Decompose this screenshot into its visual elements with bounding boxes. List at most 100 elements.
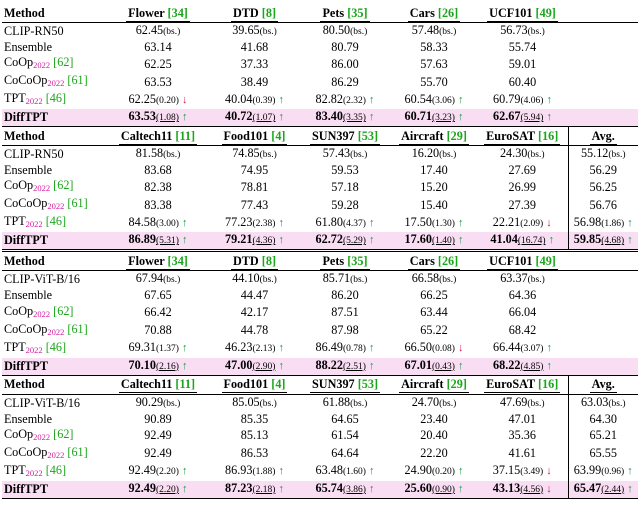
value-cell: 20.40 [391,427,477,445]
value-cell: 56.25 [567,178,638,197]
column-header: UCF101 [49] [477,250,568,272]
up-arrow-icon: ↑ [546,359,552,372]
score-value: 63.99 [573,463,602,478]
score-value: 60.40 [508,74,537,89]
method-header-label: Method [4,253,45,268]
citation: 16 [542,128,555,143]
dataset-name: EuroSAT [486,128,535,143]
citation: 34 [171,5,184,20]
score-value: 42.17 [240,305,269,320]
method-row: TPT2022 [46] 92.49(2.20) ↑ 86.93(1.88) ↑ 63… [2,462,638,481]
citation: 62 [57,303,70,318]
column-header: Avg. [567,374,638,395]
value-cell: 87.51 [299,304,391,322]
method-name: DiffTPT [4,481,49,496]
score-delta: (2.44) [601,484,625,495]
method-name: Ensemble [4,411,53,426]
score-value: 27.69 [508,163,536,178]
method-year: 2022 [33,308,51,319]
citation: 61 [71,73,84,88]
method-name: Ensemble [4,288,53,303]
score-value: 61.80 [315,214,343,229]
value-cell: 56.73(bs.) [477,23,568,41]
value-cell: 47.01 [477,412,568,427]
column-header-box: Caltech11 [11] [118,128,198,145]
method-row: CoCoOp2022 [61] 92.49 86.53 64.64 22.20 41.61… [2,444,638,463]
value-cell: 62.72(5.29) ↑ [299,232,391,251]
value-cell: 64.65 [299,412,391,427]
column-header: Caltech11 [11] [106,374,210,395]
method-name: CLIP-RN50 [4,147,64,162]
value-cell: 85.13 [210,427,299,445]
score-value: 86.00 [331,56,359,71]
column-header-box: UCF101 [49] [487,253,558,270]
column-header: Cars [26] [391,250,477,272]
value-cell: 47.69(bs.) [477,394,568,412]
value-cell: 41.61 [477,445,568,463]
score-value: 64.65 [331,411,359,426]
column-header-box: SUN397 [53] [309,377,381,394]
column-header: Pets [35] [299,4,391,23]
value-cell: 65.47(2.44) ↑ [567,480,638,499]
column-header-box: Food101 [4] [221,128,288,145]
column-header-box: Aircraft [29] [399,128,469,145]
method-year: 2022 [47,78,65,89]
column-header-box: Avg. [589,377,617,394]
method-cell: CoOp2022 [62] [4,55,74,71]
method-cell: CoCoOp2022 [61] [4,444,88,460]
column-header-box: Caltech11 [11] [118,377,198,394]
score-delta: (2.38) [252,218,276,229]
score-value: 46.23 [225,340,253,355]
score-value: 65.21 [589,428,617,443]
score-delta: (2.51) [342,361,366,372]
value-cell: 60.79(4.06) ↑ [477,91,568,109]
value-cell: 15.20 [391,178,477,196]
value-cell: 85.35 [210,412,299,427]
up-arrow-icon: ↑ [368,111,375,124]
method-year: 2022 [47,449,65,460]
method-row: CoCoOp2022 [61] 83.38 77.43 59.28 15.40 27.39… [2,196,638,215]
method-cell: CoOp2022 [62] [4,303,74,319]
value-cell: 74.85(bs.) [210,146,299,164]
method-row: CoOp2022 [62] 92.49 85.13 61.54 20.40 35.36 65… [2,426,638,445]
method-name: CoOp [4,55,34,70]
score-value: 67.01 [404,357,432,372]
value-cell: 70.88 [106,322,210,340]
citation: 35 [351,5,364,20]
dataset-name: UCF101 [489,253,533,268]
table-header-row: Method Caltech11 [11] Food101 [4] SUN397 [5… [2,126,638,147]
score-delta: (1.88) [252,467,276,478]
score-delta: (2.09) [520,218,544,229]
score-value: 82.82 [315,91,343,106]
citation: 35 [351,253,364,268]
value-cell: 15.40 [391,196,477,214]
method-name: CoCoOp [4,196,48,211]
method-cell: DiffTPT [2,357,106,376]
score-value: 47.00 [225,357,253,372]
column-header-box: Aircraft [29] [399,377,469,394]
value-cell: 38.49 [210,73,299,91]
method-cell: TPT2022 [46] [4,462,67,478]
citation: 8 [265,253,272,268]
method-name: TPT [4,339,26,354]
score-value: 16.20 [411,146,440,161]
value-cell: 67.94(bs.) [106,271,210,289]
value-cell: 46.23(2.13) ↑ [210,340,299,358]
score-value: 59.01 [508,56,537,71]
column-header: Flower [34] [106,4,210,23]
score-value: 55.74 [508,40,537,55]
dataset-name: Food101 [223,128,269,143]
citation: 46 [49,339,62,354]
score-value: 23.40 [420,411,448,426]
method-header-label: Method [4,128,45,143]
score-delta: (4.36) [252,236,276,247]
score-delta: (bs.) [527,275,545,286]
up-arrow-icon: ↑ [278,93,284,106]
score-value: 83.40 [315,109,343,124]
score-value: 63.48 [315,463,343,478]
score-delta: (bs.) [350,150,368,161]
column-header-box: DTD [8] [231,253,278,270]
value-cell: 23.40 [391,412,477,427]
dataset-name: Aircraft [401,128,444,143]
score-value: 40.72 [225,109,253,124]
